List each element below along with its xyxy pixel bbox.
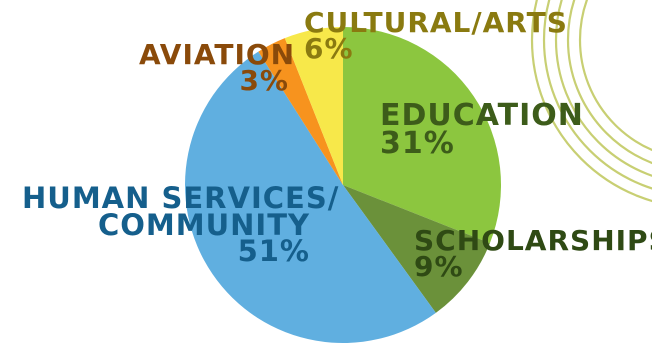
- pie-slice-cultural-arts: [284, 27, 343, 185]
- label-cultural-arts: CULTURAL/ARTS 6%: [304, 6, 568, 65]
- decorative-arc: [566, 0, 652, 165]
- decorative-arc: [542, 0, 652, 190]
- pie-slice-human-services-community: [185, 51, 436, 343]
- label-education-percent: 31%: [380, 125, 455, 161]
- decorative-arcs: [530, 0, 652, 203]
- pie-slice-aviation: [258, 38, 343, 186]
- label-education-name: EDUCATION: [380, 98, 584, 133]
- label-aviation-name: AVIATION: [139, 38, 296, 71]
- label-human-services-line1: HUMAN SERVICES/: [22, 181, 340, 215]
- decorative-arc: [554, 0, 652, 177]
- pie-slice-education: [343, 27, 501, 244]
- decorative-arc: [530, 0, 652, 203]
- label-human-services-percent: 51%: [237, 234, 310, 269]
- pie-slice-scholarships: [343, 185, 490, 313]
- label-scholarships: SCHOLARSHIPS 9%: [414, 224, 652, 283]
- label-aviation: AVIATION 3%: [139, 38, 296, 97]
- label-cultural-arts-name: CULTURAL/ARTS: [304, 6, 568, 39]
- label-cultural-arts-percent: 6%: [304, 31, 354, 65]
- decorative-arc: [578, 0, 652, 152]
- label-scholarships-name: SCHOLARSHIPS: [414, 224, 652, 257]
- label-human-services-line2: COMMUNITY: [97, 207, 310, 242]
- label-human-services: HUMAN SERVICES/ COMMUNITY 51%: [22, 181, 340, 269]
- pie-slices: [185, 27, 501, 343]
- label-scholarships-percent: 9%: [414, 249, 464, 283]
- label-aviation-percent: 3%: [239, 63, 289, 97]
- label-education: EDUCATION 31%: [380, 98, 584, 161]
